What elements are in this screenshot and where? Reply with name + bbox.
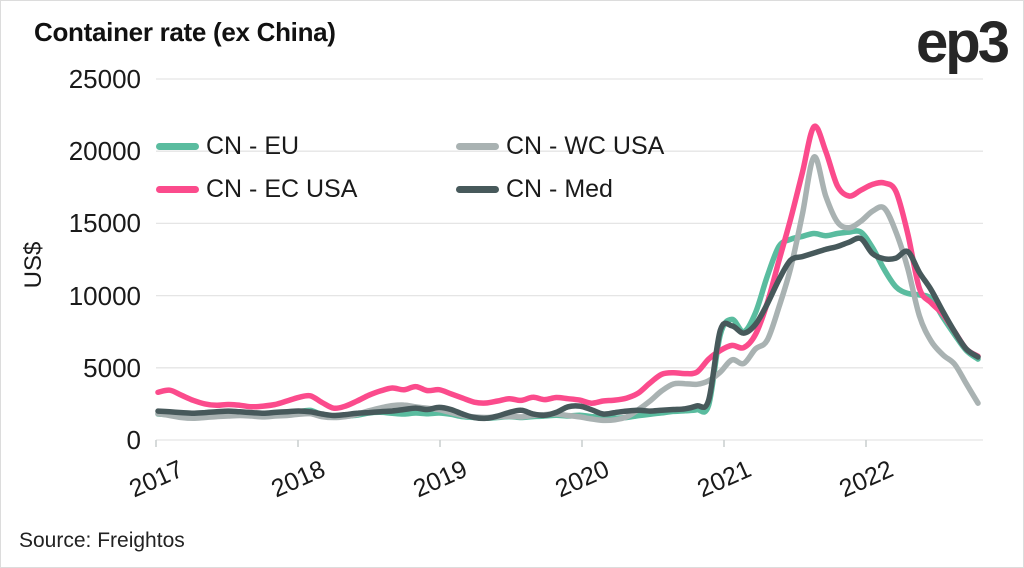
page-title: Container rate (ex China) <box>34 17 336 47</box>
legend-label: CN - EU <box>206 131 300 160</box>
ep3-logo: ep3 <box>916 10 1010 75</box>
legend-item: CN - EU <box>156 132 299 160</box>
legend-swatch <box>156 142 199 150</box>
legend-swatch <box>456 185 499 193</box>
y-tick-label: 10000 <box>68 280 141 311</box>
legend-item: CN - WC USA <box>456 132 664 160</box>
legend-label: CN - EC USA <box>206 174 358 203</box>
legend-label: CN - Med <box>506 174 613 203</box>
legend-label: CN - WC USA <box>506 131 665 160</box>
legend-swatch <box>456 142 499 150</box>
source-note: Source: Freightos <box>19 529 185 552</box>
y-tick-label: 5000 <box>83 352 141 383</box>
y-tick-label: 20000 <box>68 136 141 167</box>
series-line-cn-wc-usa <box>155 154 981 424</box>
legend-item: CN - EC USA <box>156 175 357 203</box>
series-line-cn-med <box>155 235 981 422</box>
y-tick-label: 25000 <box>68 64 141 94</box>
series-line-cn-ec-usa <box>155 123 981 412</box>
y-tick-label: 0 <box>126 425 141 455</box>
legend-item: CN - Med <box>456 175 613 203</box>
legend-swatch <box>156 185 199 193</box>
y-tick-label: 15000 <box>68 208 141 239</box>
series-line-cn-eu <box>155 228 981 422</box>
